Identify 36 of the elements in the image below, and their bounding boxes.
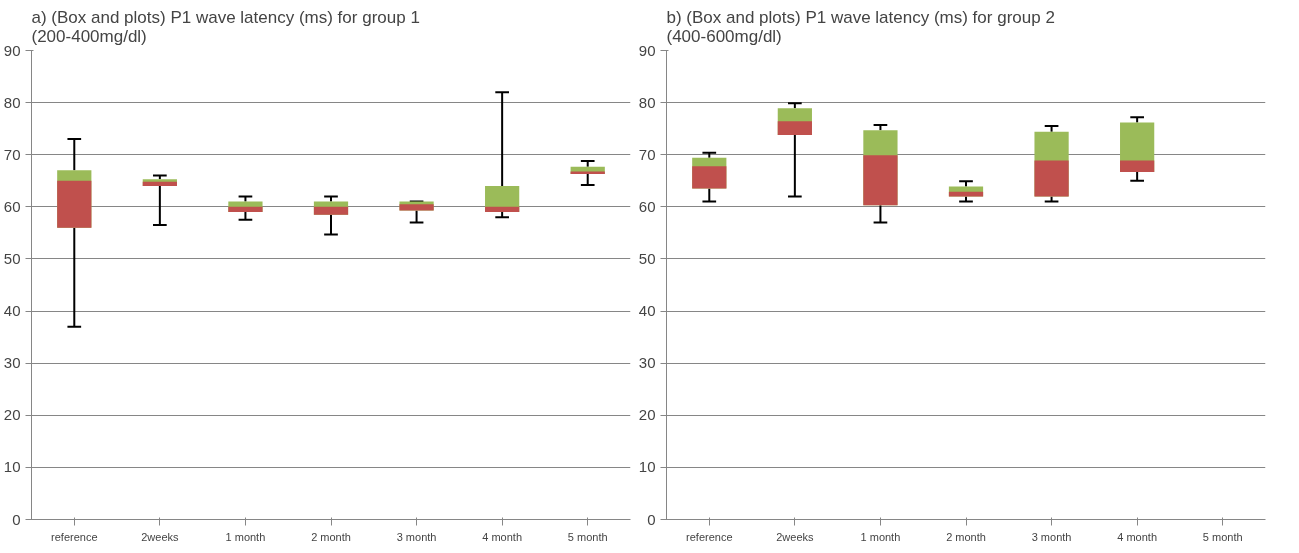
x-tick-label: reference: [51, 530, 98, 543]
x-tick-label: 4 month: [482, 530, 523, 543]
x-tick-label: 2weeks: [776, 530, 815, 543]
x-tick-label: 2weeks: [141, 530, 180, 543]
y-tick-label: 90: [638, 41, 656, 59]
y-tick-label: 20: [3, 406, 21, 424]
y-tick-label: 80: [3, 93, 21, 111]
x-tick-label: 3 month: [1031, 530, 1072, 543]
y-tick-label: 70: [638, 145, 656, 163]
y-tick-label: 30: [638, 354, 656, 372]
y-tick-label: 30: [3, 354, 21, 372]
y-tick-label: 0: [12, 510, 21, 528]
y-tick-label: 10: [638, 458, 656, 476]
y-tick-label: 40: [3, 302, 21, 320]
y-tick-label: 50: [638, 249, 656, 267]
x-tick-label: 1 month: [860, 530, 901, 543]
chart-title: a) (Box and plots) P1 wave latency (ms) for group 1 (200-400mg/dl): [31, 7, 420, 46]
x-tick-label: 1 month: [225, 530, 266, 543]
y-tick-label: 10: [3, 458, 21, 476]
y-tick-label: 40: [638, 302, 656, 320]
y-tick-label: 60: [3, 197, 21, 215]
x-tick-label: 2 month: [311, 530, 351, 543]
x-tick-label: 5 month: [567, 530, 608, 543]
x-tick-label: 4 month: [1117, 530, 1158, 543]
x-tick-label: 3 month: [396, 530, 437, 543]
y-tick-label: 60: [638, 197, 656, 215]
y-tick-label: 0: [647, 510, 656, 528]
y-tick-label: 20: [638, 406, 656, 424]
y-tick-label: 90: [3, 41, 21, 59]
x-tick-label: 5 month: [1202, 530, 1243, 543]
y-tick-label: 50: [3, 249, 21, 267]
y-tick-label: 80: [638, 93, 656, 111]
chart-title: b) (Box and plots) P1 wave latency (ms) for group 2 (400-600mg/dl): [666, 7, 1055, 46]
x-tick-label: 2 month: [946, 530, 986, 543]
x-tick-label: reference: [686, 530, 733, 543]
y-tick-label: 70: [3, 145, 21, 163]
